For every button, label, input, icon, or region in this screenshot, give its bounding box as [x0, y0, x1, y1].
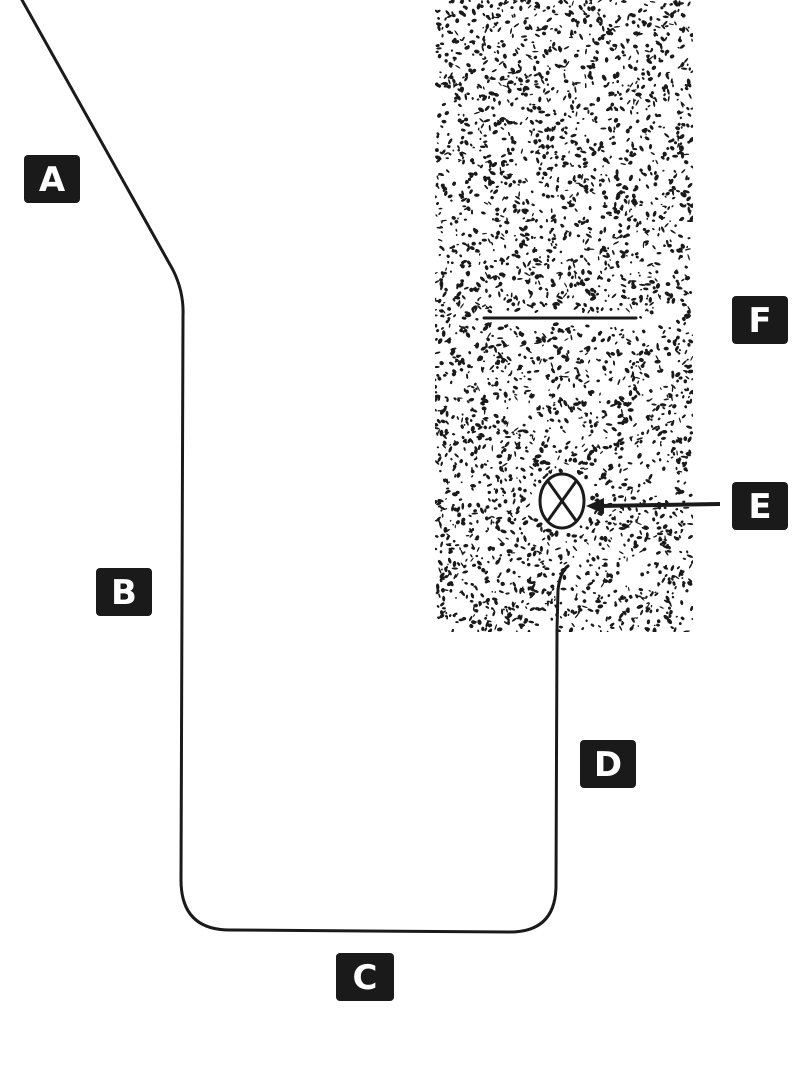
- path-abcd: [20, 0, 570, 934]
- label-b: B: [96, 568, 152, 616]
- label-e: E: [732, 482, 788, 530]
- label-b-text: B: [111, 573, 137, 613]
- stippled-region: [435, 0, 693, 632]
- label-c: C: [336, 953, 394, 1001]
- label-a-text: A: [39, 160, 66, 200]
- label-f: F: [732, 296, 788, 344]
- label-d: D: [580, 740, 636, 788]
- lamp-symbol: [538, 472, 586, 530]
- label-d-text: D: [594, 745, 622, 785]
- arrow-e: [586, 498, 721, 514]
- label-a: A: [24, 155, 80, 203]
- label-e-text: E: [748, 487, 771, 527]
- label-c-text: C: [353, 958, 378, 998]
- label-f-text: F: [748, 301, 771, 341]
